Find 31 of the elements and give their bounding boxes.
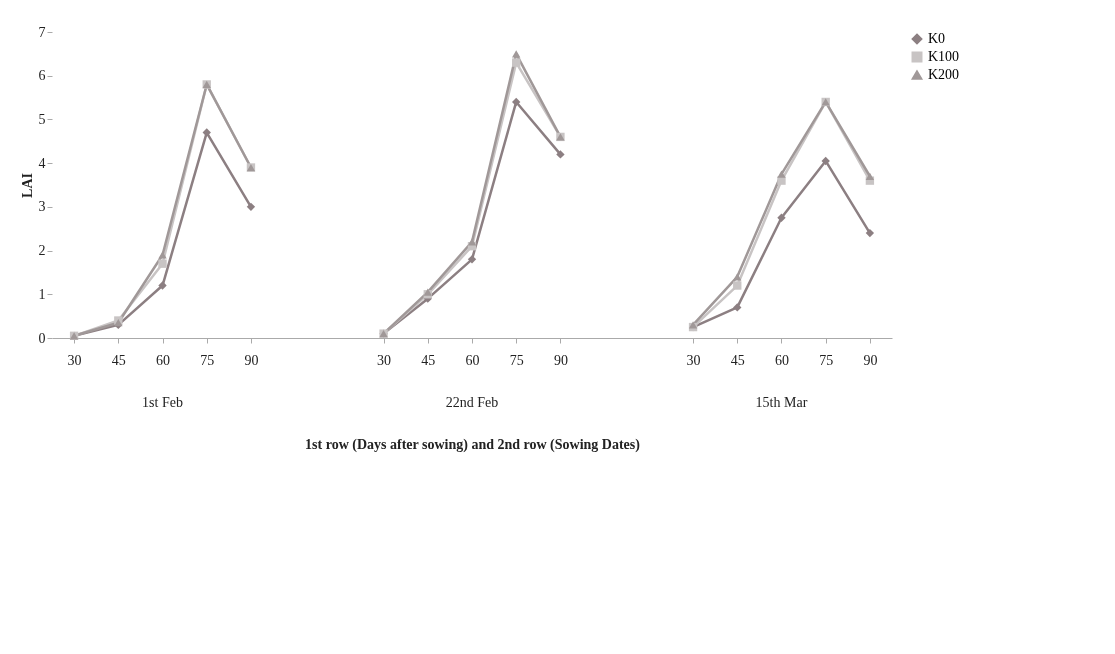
x-tick-label: 60 <box>465 352 480 368</box>
x-tick-label: 45 <box>421 352 436 368</box>
x-tick-label: 90 <box>244 352 259 368</box>
x-tick-label: 60 <box>774 352 789 368</box>
x-tick-label: 45 <box>111 352 126 368</box>
legend-label: K0 <box>928 31 946 46</box>
x-tick-label: 75 <box>819 352 834 368</box>
y-tick-label: 0 <box>38 330 46 346</box>
text: 22nd Feb <box>445 395 499 410</box>
y-tick-label: 6 <box>38 68 46 84</box>
x-tick-label: 90 <box>553 352 568 368</box>
y-tick-label: 3 <box>38 199 46 215</box>
x-tick-label: 30 <box>686 352 701 368</box>
x-tick-label: 90 <box>863 352 878 368</box>
y-tick-label: 1 <box>38 286 46 302</box>
x-tick-label: 30 <box>67 352 82 368</box>
x-tick-label: 30 <box>377 352 392 368</box>
text: 15th Mar <box>755 395 808 410</box>
y-tick-label: 7 <box>38 24 46 40</box>
y-axis-title: LAI <box>19 173 35 198</box>
x-tick-label: 60 <box>156 352 171 368</box>
legend-label: K200 <box>928 67 960 82</box>
x-axis-title: 1st row (Days after sowing) and 2nd row (Sowing Dates) <box>305 436 641 453</box>
y-tick-label: 5 <box>38 111 46 127</box>
x-tick-label: 75 <box>200 352 215 368</box>
legend-label: K100 <box>928 49 960 64</box>
text: 1st Feb <box>142 395 183 410</box>
y-tick-label: 2 <box>38 243 46 259</box>
y-tick-label: 4 <box>38 155 46 171</box>
x-tick-label: 45 <box>730 352 745 368</box>
x-tick-label: 75 <box>509 352 524 368</box>
